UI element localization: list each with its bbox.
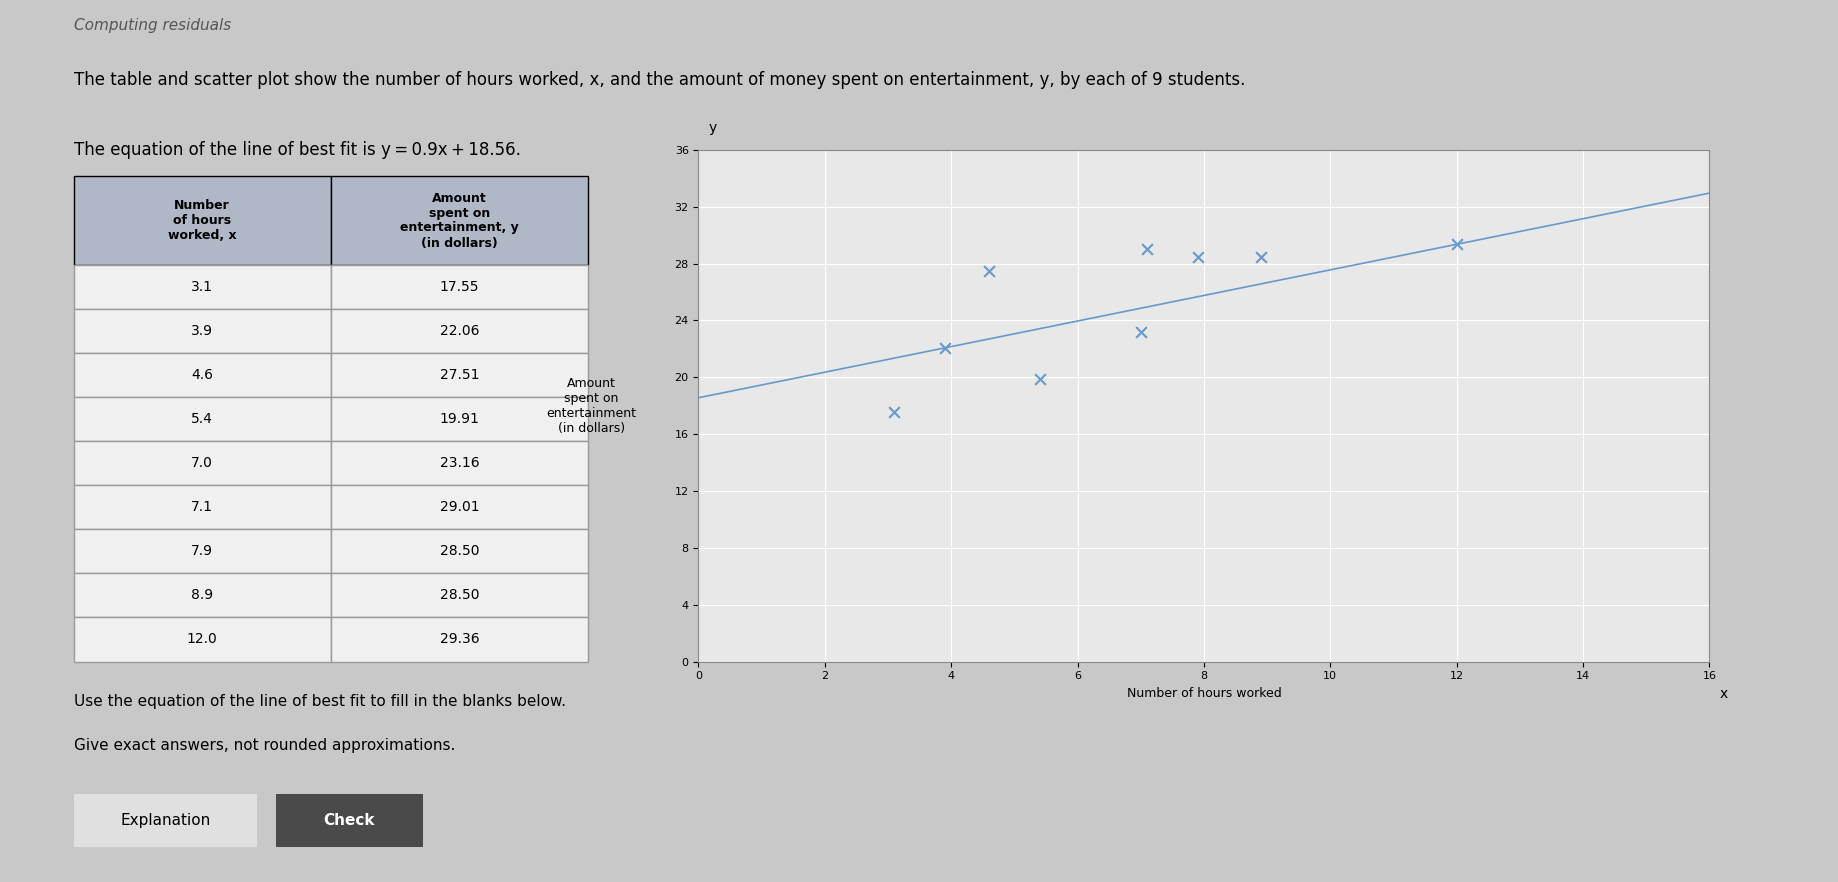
Point — [1184, 250, 1213, 264]
Text: Computing residuals: Computing residuals — [74, 18, 232, 33]
Text: The equation of the line of best fit is y = 0.9x + 18.56.: The equation of the line of best fit is … — [74, 141, 520, 159]
Point — [1246, 250, 1276, 264]
Point — [930, 341, 959, 355]
Y-axis label: Amount
spent on
entertainment
(in dollars): Amount spent on entertainment (in dollar… — [546, 377, 636, 435]
Point — [1127, 325, 1156, 340]
Text: Give exact answers, not rounded approximations.: Give exact answers, not rounded approxim… — [74, 737, 454, 752]
Text: Explanation: Explanation — [119, 812, 211, 828]
Point — [880, 405, 910, 419]
FancyBboxPatch shape — [268, 791, 430, 849]
Point — [1026, 371, 1055, 385]
FancyBboxPatch shape — [64, 791, 267, 849]
X-axis label: Number of hours worked: Number of hours worked — [1127, 687, 1281, 699]
Point — [1132, 243, 1162, 257]
Point — [974, 264, 1004, 278]
Point — [1443, 237, 1472, 251]
Text: y: y — [709, 121, 717, 135]
Text: Check: Check — [323, 812, 375, 828]
Text: The table and scatter plot show the number of hours worked, x, and the amount of: The table and scatter plot show the numb… — [74, 71, 1244, 88]
Text: x: x — [1720, 687, 1728, 701]
Text: Use the equation of the line of best fit to fill in the blanks below.: Use the equation of the line of best fit… — [74, 693, 566, 708]
